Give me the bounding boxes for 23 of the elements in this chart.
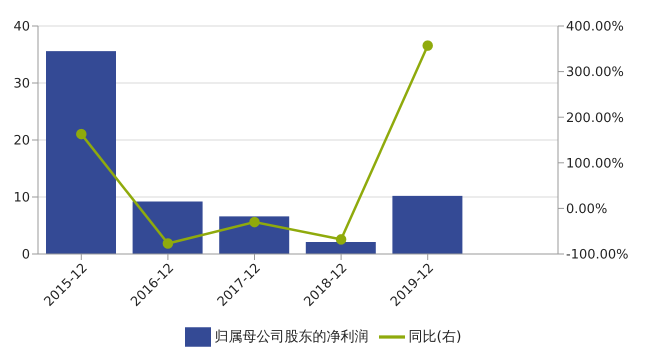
- y-tick-label: 10: [13, 190, 30, 206]
- bar: [392, 196, 462, 254]
- y-tick-label: 30: [13, 76, 30, 92]
- y-tick-label: 20: [13, 134, 30, 149]
- point: [422, 40, 433, 51]
- bar: [132, 202, 203, 254]
- y-tick-label: 0: [22, 248, 30, 263]
- y2-tick-label: 300.00%: [566, 65, 624, 80]
- point: [162, 238, 174, 249]
- y2-tick-label: 100.00%: [566, 156, 624, 172]
- legend-label: 归属母公司股东的净利润: [214, 328, 369, 345]
- bar: [46, 51, 116, 254]
- bar: [219, 216, 290, 254]
- point: [249, 216, 260, 228]
- point: [336, 234, 346, 245]
- point: [76, 128, 87, 140]
- y2-tick-label: 400.00%: [566, 20, 624, 35]
- y2-tick-label: 0.00%: [566, 202, 608, 218]
- bar: [306, 242, 376, 254]
- y2-tick-label: -100.00%: [566, 248, 629, 263]
- y2-tick-label: 200.00%: [566, 110, 624, 126]
- legend-label: 同比(右): [408, 328, 462, 345]
- y-tick-label: 40: [13, 20, 30, 35]
